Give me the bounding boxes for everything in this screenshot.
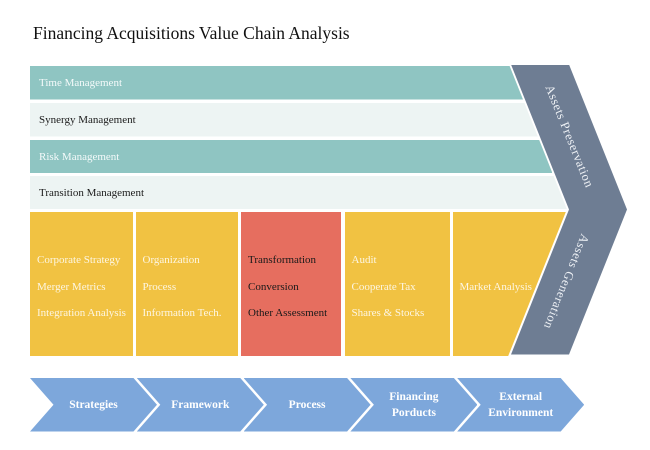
process-arrow-label: External Environment	[488, 390, 554, 419]
management-row-label: Time Management	[39, 76, 122, 89]
management-row-label: Synergy Management	[39, 113, 136, 126]
activity-item: Corporate Strategy	[37, 254, 121, 266]
management-row-risk[interactable]: Risk Management	[30, 140, 553, 173]
activity-item: Organization	[142, 254, 200, 266]
activity-item: Process	[142, 280, 177, 293]
process-arrow-external-environment[interactable]: External Environment	[457, 378, 585, 432]
activity-item: Market Analysis	[459, 280, 532, 293]
management-row-synergy[interactable]: Synergy Management	[30, 103, 538, 137]
activity-column-transformation[interactable]: Transformation Conversion Other Assessme…	[241, 211, 341, 356]
activity-item: Conversion	[248, 280, 299, 293]
activity-item: Cooperate Tax	[351, 280, 416, 293]
management-row-time[interactable]: Time Management	[30, 66, 523, 100]
activity-item: Merger Metrics	[37, 280, 106, 293]
process-arrow-strategies[interactable]: Strategies	[30, 378, 157, 432]
management-row-label: Transition Management	[39, 186, 144, 199]
management-row-label: Risk Management	[39, 150, 120, 163]
activity-item: Integration Analysis	[37, 307, 126, 319]
activity-column-organization[interactable]: Organization Process Information Tech.	[135, 211, 238, 356]
process-arrow-label: Financing Porducts	[389, 390, 439, 419]
management-row-transition[interactable]: Transition Management	[30, 176, 567, 209]
activity-item: Transformation	[248, 254, 317, 266]
assets-chevron-band	[511, 64, 627, 355]
activity-item: Audit	[351, 254, 377, 266]
diagram-title: Financing Acquisitions Value Chain Analy…	[33, 23, 350, 43]
process-arrow-label: Process	[288, 398, 326, 411]
activity-item: Shares & Stocks	[351, 307, 425, 319]
activity-item: Other Assessment	[248, 307, 328, 319]
activity-item: Information Tech.	[142, 307, 222, 319]
process-arrow-label: Strategies	[69, 398, 118, 411]
activity-column-strategy[interactable]: Corporate Strategy Merger Metrics Integr…	[30, 211, 133, 356]
process-arrow-label: Framework	[171, 398, 230, 411]
activity-column-audit[interactable]: Audit Cooperate Tax Shares & Stocks	[344, 211, 450, 356]
